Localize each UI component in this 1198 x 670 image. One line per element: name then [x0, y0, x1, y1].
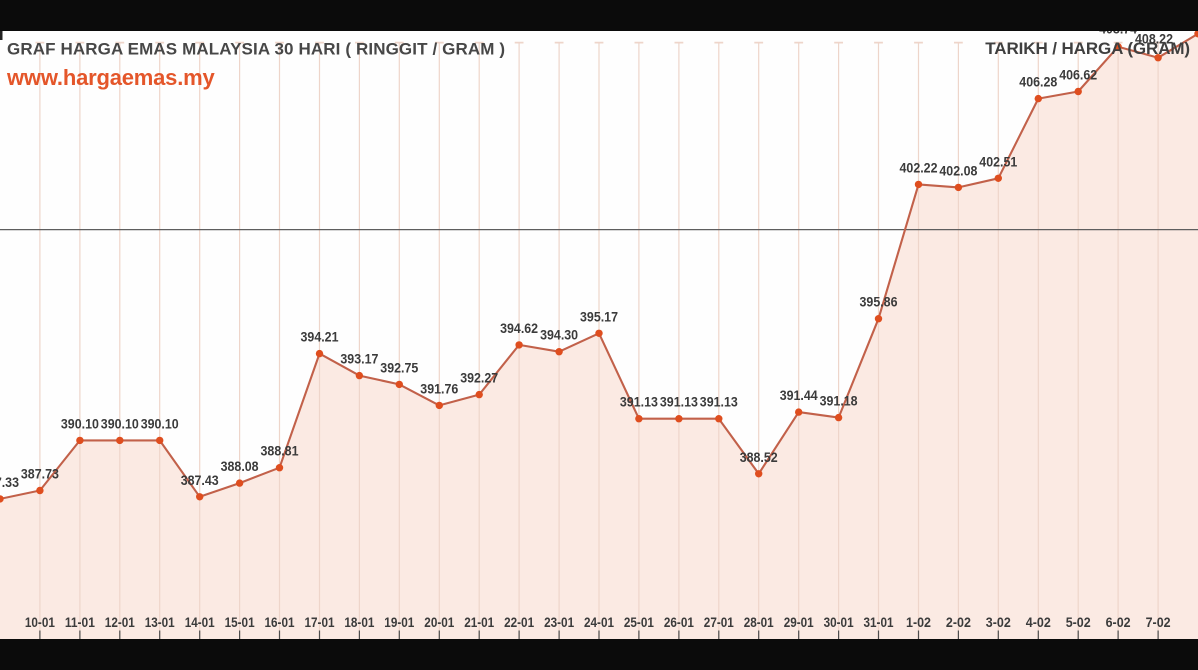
svg-text:390.10: 390.10 [61, 415, 99, 431]
svg-text:402.22: 402.22 [900, 159, 938, 175]
svg-text:6-02: 6-02 [1106, 614, 1131, 630]
svg-text:387.43: 387.43 [181, 472, 219, 488]
svg-text:18-01: 18-01 [344, 614, 374, 630]
svg-text:408.22: 408.22 [1135, 31, 1173, 47]
svg-text:391.18: 391.18 [820, 393, 858, 409]
svg-text:19-01: 19-01 [384, 614, 414, 630]
svg-text:390.10: 390.10 [101, 415, 139, 431]
svg-text:GRAF HARGA EMAS MALAYSIA 30 HA: GRAF HARGA EMAS MALAYSIA 30 HARI ( RINGG… [7, 39, 505, 58]
svg-text:391.44: 391.44 [780, 387, 818, 403]
svg-text:5-02: 5-02 [1066, 614, 1091, 630]
svg-text:3-02: 3-02 [986, 614, 1011, 630]
svg-text:24-01: 24-01 [584, 614, 614, 630]
svg-text:23-01: 23-01 [544, 614, 574, 630]
svg-text:391.76: 391.76 [420, 380, 458, 396]
svg-text:10-01: 10-01 [25, 614, 55, 630]
svg-text:387.33: 387.33 [0, 474, 19, 490]
svg-text:402.51: 402.51 [979, 153, 1017, 169]
svg-text:28-01: 28-01 [744, 614, 774, 630]
svg-text:27-01: 27-01 [704, 614, 734, 630]
svg-text:395.86: 395.86 [860, 294, 898, 310]
svg-text:11-01: 11-01 [65, 614, 95, 630]
svg-text:394.62: 394.62 [500, 320, 538, 336]
svg-text:1-02: 1-02 [906, 614, 931, 630]
svg-text:388.08: 388.08 [221, 458, 259, 474]
svg-text:2-02: 2-02 [946, 614, 971, 630]
svg-text:21-01: 21-01 [464, 614, 494, 630]
svg-text:392.75: 392.75 [380, 359, 418, 375]
svg-text:15-01: 15-01 [225, 614, 255, 630]
svg-text:26-01: 26-01 [664, 614, 694, 630]
svg-text:TARIKH / HARGA (GRAM): TARIKH / HARGA (GRAM) [985, 39, 1190, 58]
svg-text:www.hargaemas.my: www.hargaemas.my [6, 65, 215, 90]
svg-text:31-01: 31-01 [864, 614, 894, 630]
svg-text:29-01: 29-01 [784, 614, 814, 630]
svg-text:394.30: 394.30 [540, 327, 578, 343]
svg-text:406.62: 406.62 [1059, 67, 1097, 83]
svg-text:30-01: 30-01 [824, 614, 854, 630]
svg-text:394.21: 394.21 [301, 329, 339, 345]
svg-text:406.28: 406.28 [1019, 74, 1057, 90]
svg-text:391.13: 391.13 [660, 394, 698, 410]
svg-text:17-01: 17-01 [305, 614, 335, 630]
svg-text:390.10: 390.10 [141, 415, 179, 431]
svg-text:393.17: 393.17 [340, 351, 378, 367]
svg-text:22-01: 22-01 [504, 614, 534, 630]
svg-text:402.08: 402.08 [939, 162, 977, 178]
svg-text:388.52: 388.52 [740, 449, 778, 465]
svg-text:391.13: 391.13 [700, 394, 738, 410]
svg-text:7-02: 7-02 [1146, 614, 1171, 630]
svg-text:16-01: 16-01 [265, 614, 295, 630]
svg-text:395.17: 395.17 [580, 308, 618, 324]
svg-text:387.73: 387.73 [21, 466, 59, 482]
svg-text:388.81: 388.81 [261, 443, 299, 459]
svg-text:391.13: 391.13 [620, 394, 658, 410]
svg-text:4-02: 4-02 [1026, 614, 1051, 630]
svg-text:12-01: 12-01 [105, 614, 135, 630]
svg-text:25-01: 25-01 [624, 614, 654, 630]
svg-text:20-01: 20-01 [424, 614, 454, 630]
svg-text:14-01: 14-01 [185, 614, 215, 630]
svg-text:392.27: 392.27 [460, 370, 498, 386]
svg-text:13-01: 13-01 [145, 614, 175, 630]
